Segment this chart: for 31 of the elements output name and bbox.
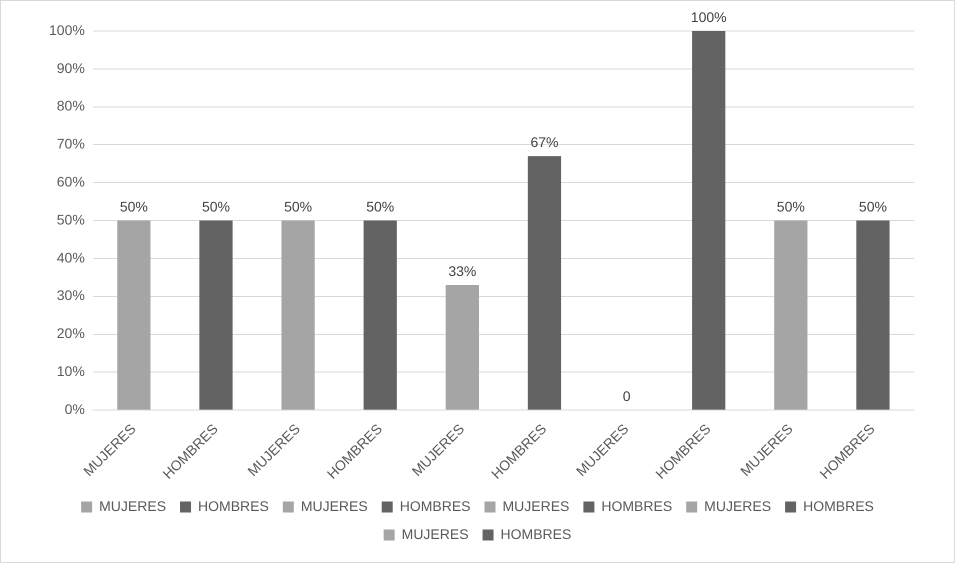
data-label: 0: [622, 388, 631, 404]
data-label: 50%: [120, 198, 148, 214]
legend-label: MUJERES: [402, 526, 469, 542]
y-tick-label: 30%: [56, 287, 85, 304]
data-label: 50%: [776, 198, 805, 214]
y-tick-label: 50%: [56, 211, 85, 228]
legend-label: HOMBRES: [400, 498, 471, 514]
data-label: 50%: [202, 198, 230, 214]
y-tick-label: 0%: [64, 400, 85, 417]
y-tick-label: 100%: [48, 22, 85, 38]
legend-label: HOMBRES: [500, 526, 572, 542]
data-label: 33%: [448, 262, 476, 279]
legend-label: HOMBRES: [601, 498, 672, 514]
y-tick-label: 60%: [56, 173, 85, 190]
data-label: 50%: [284, 198, 312, 214]
y-tick-label: 10%: [56, 363, 85, 380]
legend-label: HOMBRES: [803, 498, 874, 514]
legend-label: MUJERES: [99, 498, 166, 514]
legend-label: MUJERES: [300, 498, 368, 514]
y-tick-label: 80%: [56, 98, 85, 114]
legend-label: MUJERES: [502, 498, 570, 514]
y-tick-label: 40%: [56, 249, 85, 266]
y-tick-label: 70%: [56, 136, 85, 152]
data-label: 50%: [366, 198, 394, 214]
data-label: 100%: [690, 8, 727, 25]
y-tick-label: 90%: [56, 60, 85, 76]
y-tick-label: 20%: [56, 325, 85, 342]
legend-label: MUJERES: [704, 498, 772, 514]
legend-label: HOMBRES: [198, 498, 269, 514]
data-label: 67%: [530, 134, 558, 150]
data-label: 50%: [858, 198, 887, 214]
